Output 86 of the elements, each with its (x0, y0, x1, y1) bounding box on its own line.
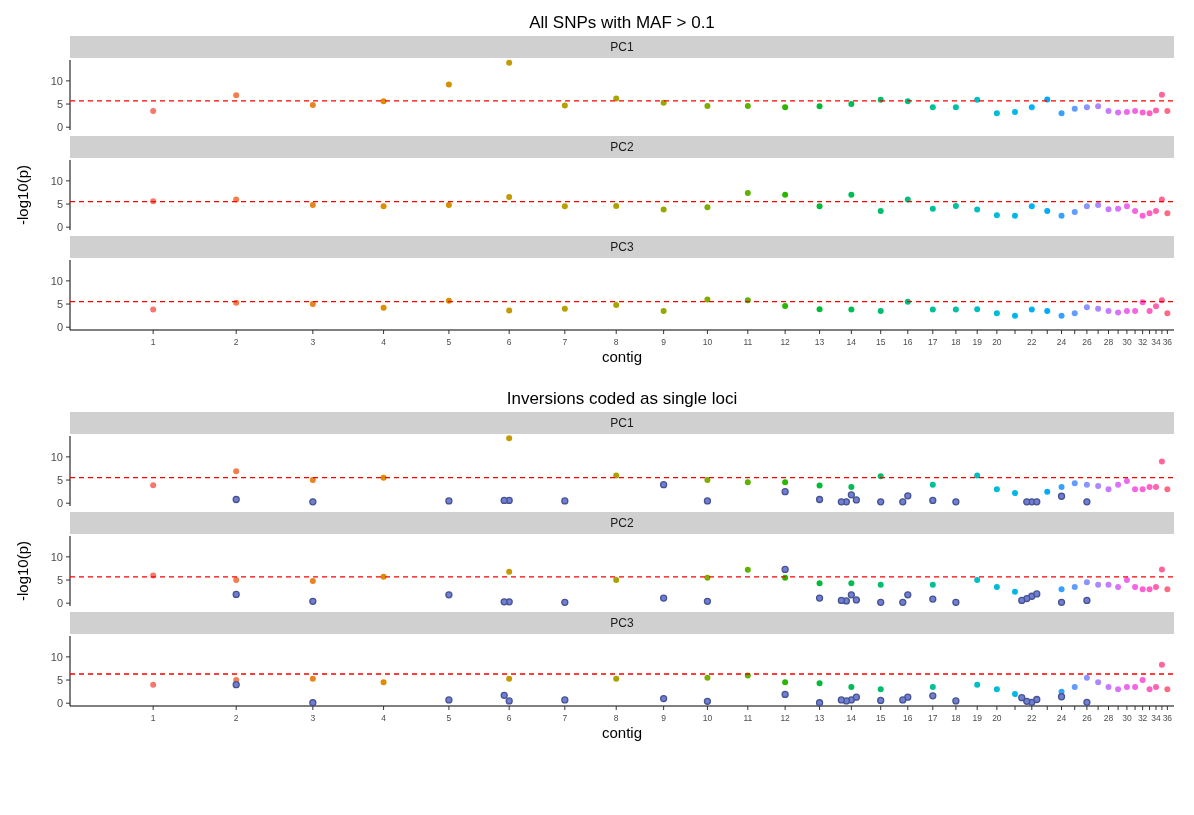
x-tick-label: 16 (903, 713, 913, 723)
x-tick-label: 34 (1151, 713, 1161, 723)
x-tick-label: 7 (562, 713, 568, 723)
x-tick-label: 17 (928, 713, 938, 723)
x-tick-label: 4 (381, 713, 387, 723)
x-tick-label: 14 (846, 713, 857, 723)
x-tick-label: 11 (743, 337, 753, 347)
x-tick-label: 4 (381, 337, 387, 347)
x-tick-label: 6 (506, 713, 512, 723)
chart-subtitle: PC2 (610, 140, 634, 154)
x-tick-label: 11 (743, 713, 753, 723)
x-tick-label: 32 (1137, 337, 1148, 347)
x-tick-label: 18 (951, 337, 961, 347)
x-tick-label: 20 (992, 337, 1002, 347)
x-tick-label: 24 (1056, 337, 1067, 347)
x-tick-label: 8 (613, 713, 619, 723)
x-tick-label: 9 (661, 337, 667, 347)
y-axis-title: -log10(p) (14, 164, 31, 226)
y-tick-label: 0 (56, 597, 63, 610)
y-tick-label: 0 (56, 221, 63, 234)
x-tick-label: 34 (1151, 337, 1161, 347)
x-tick-label: 32 (1137, 713, 1148, 723)
x-tick-label: 36 (1162, 713, 1173, 723)
chart-subtitle: PC3 (610, 240, 634, 254)
x-tick-label: 1 (150, 713, 156, 723)
y-tick-label: 5 (56, 197, 63, 210)
chart-subtitle: PC2 (610, 516, 634, 530)
x-tick-label: 13 (814, 337, 825, 347)
x-tick-label: 16 (903, 337, 913, 347)
y-axis-title: -log10(p) (14, 540, 31, 602)
y-tick-label: 10 (50, 174, 63, 187)
x-tick-label: 9 (661, 713, 667, 723)
x-tick-label: 12 (780, 713, 791, 723)
x-tick-label: 10 (702, 713, 713, 723)
y-tick-label: 0 (56, 697, 63, 710)
x-tick-label: 22 (1027, 713, 1037, 723)
x-tick-label: 30 (1122, 337, 1132, 347)
chart-subtitle: PC1 (610, 40, 634, 54)
x-tick-label: 26 (1082, 713, 1092, 723)
chart-title: Inversions coded as single loci (506, 389, 738, 408)
x-tick-label: 14 (846, 337, 857, 347)
x-tick-label: 12 (780, 337, 791, 347)
x-tick-label: 36 (1162, 337, 1173, 347)
y-tick-label: 5 (56, 297, 63, 310)
y-tick-label: 5 (56, 473, 63, 486)
y-tick-label: 10 (50, 274, 63, 287)
x-tick-label: 3 (310, 337, 316, 347)
y-tick-label: 0 (56, 321, 63, 334)
y-tick-label: 5 (56, 573, 63, 586)
y-tick-label: 0 (56, 497, 63, 510)
x-tick-label: 28 (1103, 337, 1114, 347)
y-tick-label: 10 (50, 450, 63, 463)
chart-subtitle: PC1 (610, 416, 634, 430)
x-tick-label: 1 (150, 337, 156, 347)
x-tick-label: 5 (446, 713, 452, 723)
y-tick-label: 5 (56, 97, 63, 110)
x-axis-title: contig (601, 348, 643, 365)
x-tick-label: 19 (972, 713, 983, 723)
x-tick-label: 15 (875, 713, 886, 723)
x-tick-label: 13 (814, 713, 825, 723)
x-tick-label: 15 (875, 337, 886, 347)
x-tick-label: 5 (446, 337, 452, 347)
x-tick-label: 10 (702, 337, 713, 347)
x-tick-label: 6 (506, 337, 512, 347)
x-tick-label: 2 (233, 337, 239, 347)
x-tick-label: 30 (1122, 713, 1132, 723)
y-tick-label: 5 (56, 673, 63, 686)
x-tick-label: 28 (1103, 713, 1114, 723)
y-tick-label: 0 (56, 121, 63, 134)
x-tick-label: 26 (1082, 337, 1092, 347)
x-tick-label: 3 (310, 713, 316, 723)
y-tick-label: 10 (50, 650, 63, 663)
x-tick-label: 18 (951, 713, 961, 723)
x-tick-label: 20 (992, 713, 1002, 723)
x-tick-label: 19 (972, 337, 983, 347)
x-tick-label: 17 (928, 337, 938, 347)
x-tick-label: 8 (613, 337, 619, 347)
x-axis-title: contig (601, 724, 643, 741)
y-tick-label: 10 (50, 74, 63, 87)
chart-title: All SNPs with MAF > 0.1 (529, 13, 715, 32)
x-tick-label: 7 (562, 337, 568, 347)
x-tick-label: 22 (1027, 337, 1037, 347)
y-tick-label: 10 (50, 550, 63, 563)
x-tick-label: 2 (233, 713, 239, 723)
chart-subtitle: PC3 (610, 616, 634, 630)
x-tick-label: 24 (1056, 713, 1067, 723)
